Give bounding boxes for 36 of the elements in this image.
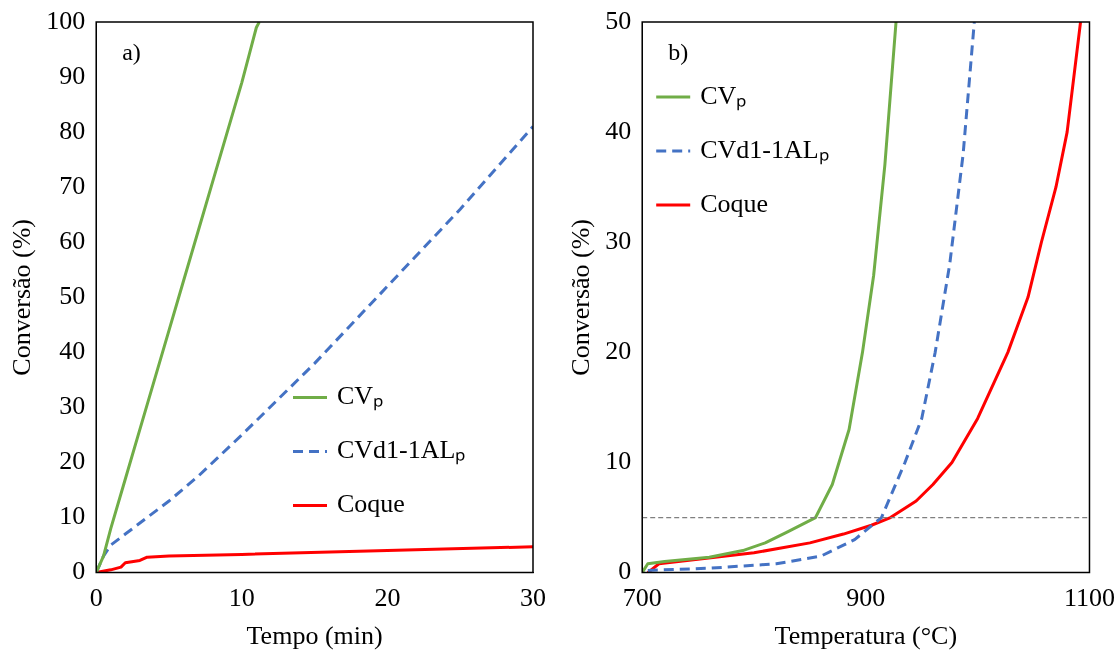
line-series — [646, 22, 976, 572]
x-tick-label: 700 — [622, 583, 662, 613]
x-tick-label: 20 — [374, 583, 401, 613]
x-tick-label: 30 — [520, 583, 546, 613]
x-tick-label: 900 — [846, 583, 886, 613]
legend-label: Coque — [337, 489, 405, 519]
y-axis-title: Conversão (%) — [7, 218, 37, 376]
legend-label: Coque — [700, 188, 769, 218]
y-tick-label: 90 — [59, 60, 86, 90]
y-tick-label: 20 — [59, 446, 86, 476]
y-tick-label: 50 — [59, 281, 86, 311]
legend-label: CVₚ — [700, 80, 747, 111]
y-tick-label: 70 — [59, 171, 86, 201]
y-tick-label: 10 — [59, 501, 86, 531]
x-tick-label: 1100 — [1063, 583, 1116, 613]
y-tick-label: 10 — [605, 446, 632, 476]
y-tick-label: 30 — [59, 391, 86, 421]
y-tick-label: 0 — [72, 556, 86, 586]
annotation: a) — [122, 39, 141, 66]
y-tick-label: 30 — [605, 226, 632, 256]
y-axis-title: Conversão (%) — [566, 218, 596, 376]
legend-label: CVd1-1ALₚ — [700, 134, 829, 165]
y-tick-label: 40 — [605, 115, 632, 145]
y-tick-label: 60 — [59, 226, 86, 256]
y-tick-label: 0 — [618, 556, 632, 586]
x-tick-label: 10 — [228, 583, 255, 613]
y-tick-label: 50 — [605, 5, 632, 35]
x-axis-title: Temperatura (°C) — [774, 621, 958, 651]
y-tick-label: 100 — [46, 5, 86, 35]
legend-label: CVₚ — [337, 381, 384, 412]
x-axis-title: Tempo (min) — [246, 621, 383, 651]
annotation: b) — [668, 39, 689, 66]
y-tick-label: 40 — [59, 336, 86, 366]
y-tick-label: 80 — [59, 115, 86, 145]
legend-label: CVd1-1ALₚ — [337, 435, 466, 466]
y-tick-label: 20 — [605, 336, 632, 366]
